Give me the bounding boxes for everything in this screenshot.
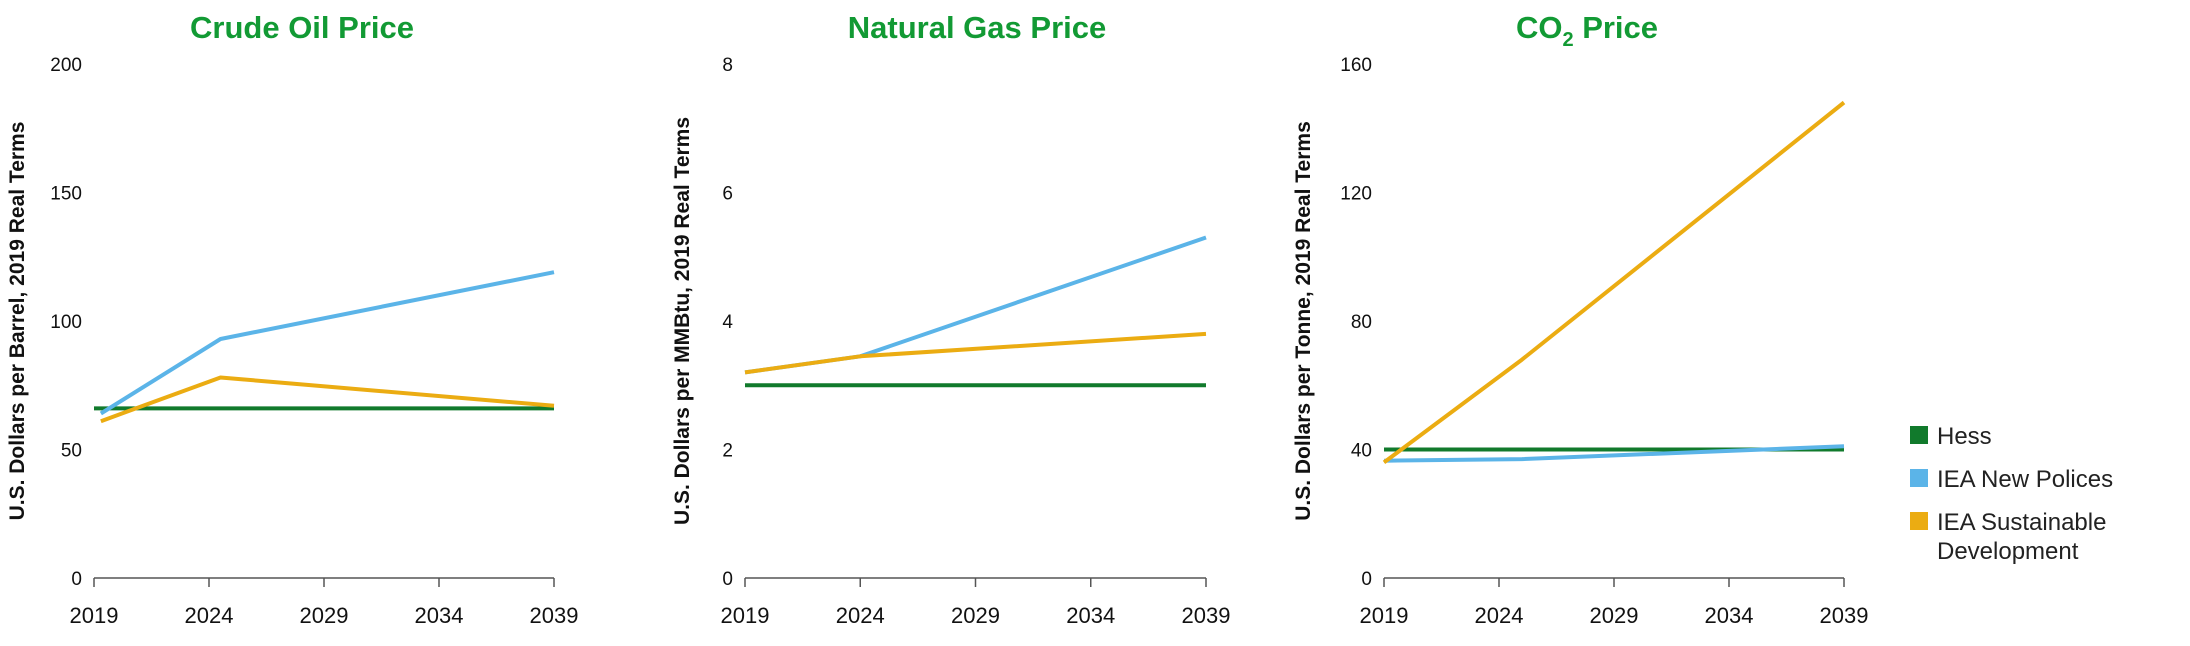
co2-series-iea-new	[1383, 444, 1845, 463]
legend-label-line: Hess	[1937, 423, 1992, 450]
co2-ytick-label: 120	[1340, 184, 1372, 205]
natural-gas-title: Natural Gas Price	[848, 10, 1106, 45]
legend: Hess IEA New Polices IEA Sustainable Develo…	[1910, 423, 2113, 565]
natural-gas-xtick-label: 2039	[1182, 603, 1231, 628]
co2-xtick-label: 2034	[1705, 603, 1754, 628]
natural-gas-xtick-label: 2019	[721, 603, 770, 628]
natural-gas-ytick-label: 2	[722, 441, 733, 462]
co2-xtick-label: 2039	[1820, 603, 1869, 628]
legend-swatch-iea-new	[1910, 469, 1928, 487]
natural-gas-ytick-label: 8	[722, 55, 733, 76]
crude-oil-xtick-label: 2034	[415, 603, 464, 628]
legend-label-line: Development	[1937, 538, 2079, 565]
natural-gas-ytick-label: 0	[722, 569, 733, 590]
legend-label-iea-sd: IEA Sustainable Development	[1937, 509, 2106, 565]
co2-xtick-label: 2029	[1590, 603, 1639, 628]
crude-oil-xtick-label: 2029	[300, 603, 349, 628]
crude-oil-chart: Crude Oil Price U.S. Dollars per Barrel, …	[6, 10, 578, 628]
legend-label-line: IEA Sustainable	[1937, 509, 2106, 536]
crude-oil-title: Crude Oil Price	[190, 10, 414, 45]
legend-swatch-hess	[1910, 426, 1928, 444]
natural-gas-xtick-label: 2024	[836, 603, 885, 628]
co2-title-rest: Price	[1574, 10, 1658, 45]
natural-gas-xtick-label: 2029	[951, 603, 1000, 628]
co2-chart: CO2 Price U.S. Dollars per Tonne, 2019 Re…	[1292, 10, 1868, 628]
natural-gas-series-iea-sd	[744, 331, 1207, 375]
crude-oil-ylabel: U.S. Dollars per Barrel, 2019 Real Terms	[6, 122, 29, 521]
co2-xtick-label: 2019	[1360, 603, 1409, 628]
crude-oil-ytick-label: 200	[50, 55, 82, 76]
co2-ylabel: U.S. Dollars per Tonne, 2019 Real Terms	[1292, 121, 1315, 521]
crude-oil-xtick-label: 2039	[530, 603, 579, 628]
legend-label-hess: Hess	[1937, 423, 1992, 450]
natural-gas-ytick-label: 6	[722, 184, 733, 205]
crude-oil-series-iea-sd	[100, 375, 555, 424]
crude-oil-ytick-label: 50	[61, 441, 82, 462]
co2-title: CO2 Price	[1516, 10, 1658, 51]
co2-series-iea-sd	[1382, 100, 1846, 465]
legend-swatch-iea-sd	[1910, 512, 1928, 530]
co2-title-subscript: 2	[1562, 29, 1573, 51]
natural-gas-chart: Natural Gas Price U.S. Dollars per MMBtu,…	[671, 10, 1230, 628]
natural-gas-series-iea-new	[744, 235, 1207, 375]
crude-oil-ytick-label: 150	[50, 184, 82, 205]
crude-oil-ytick-label: 100	[50, 312, 82, 333]
legend-label-iea-new: IEA New Polices	[1937, 466, 2113, 493]
co2-title-main: CO	[1516, 10, 1563, 45]
crude-oil-series-iea-new	[99, 270, 555, 416]
natural-gas-ylabel: U.S. Dollars per MMBtu, 2019 Real Terms	[671, 117, 694, 525]
crude-oil-ytick-label: 0	[71, 569, 82, 590]
legend-label-line: IEA New Polices	[1937, 466, 2113, 493]
co2-ytick-label: 0	[1361, 569, 1372, 590]
co2-ytick-label: 40	[1351, 441, 1372, 462]
natural-gas-ytick-label: 4	[722, 312, 733, 333]
crude-oil-xtick-label: 2024	[185, 603, 234, 628]
co2-ytick-label: 160	[1340, 55, 1372, 76]
natural-gas-xtick-label: 2034	[1066, 603, 1115, 628]
crude-oil-xtick-label: 2019	[70, 603, 119, 628]
co2-xtick-label: 2024	[1475, 603, 1524, 628]
co2-ytick-label: 80	[1351, 312, 1372, 333]
